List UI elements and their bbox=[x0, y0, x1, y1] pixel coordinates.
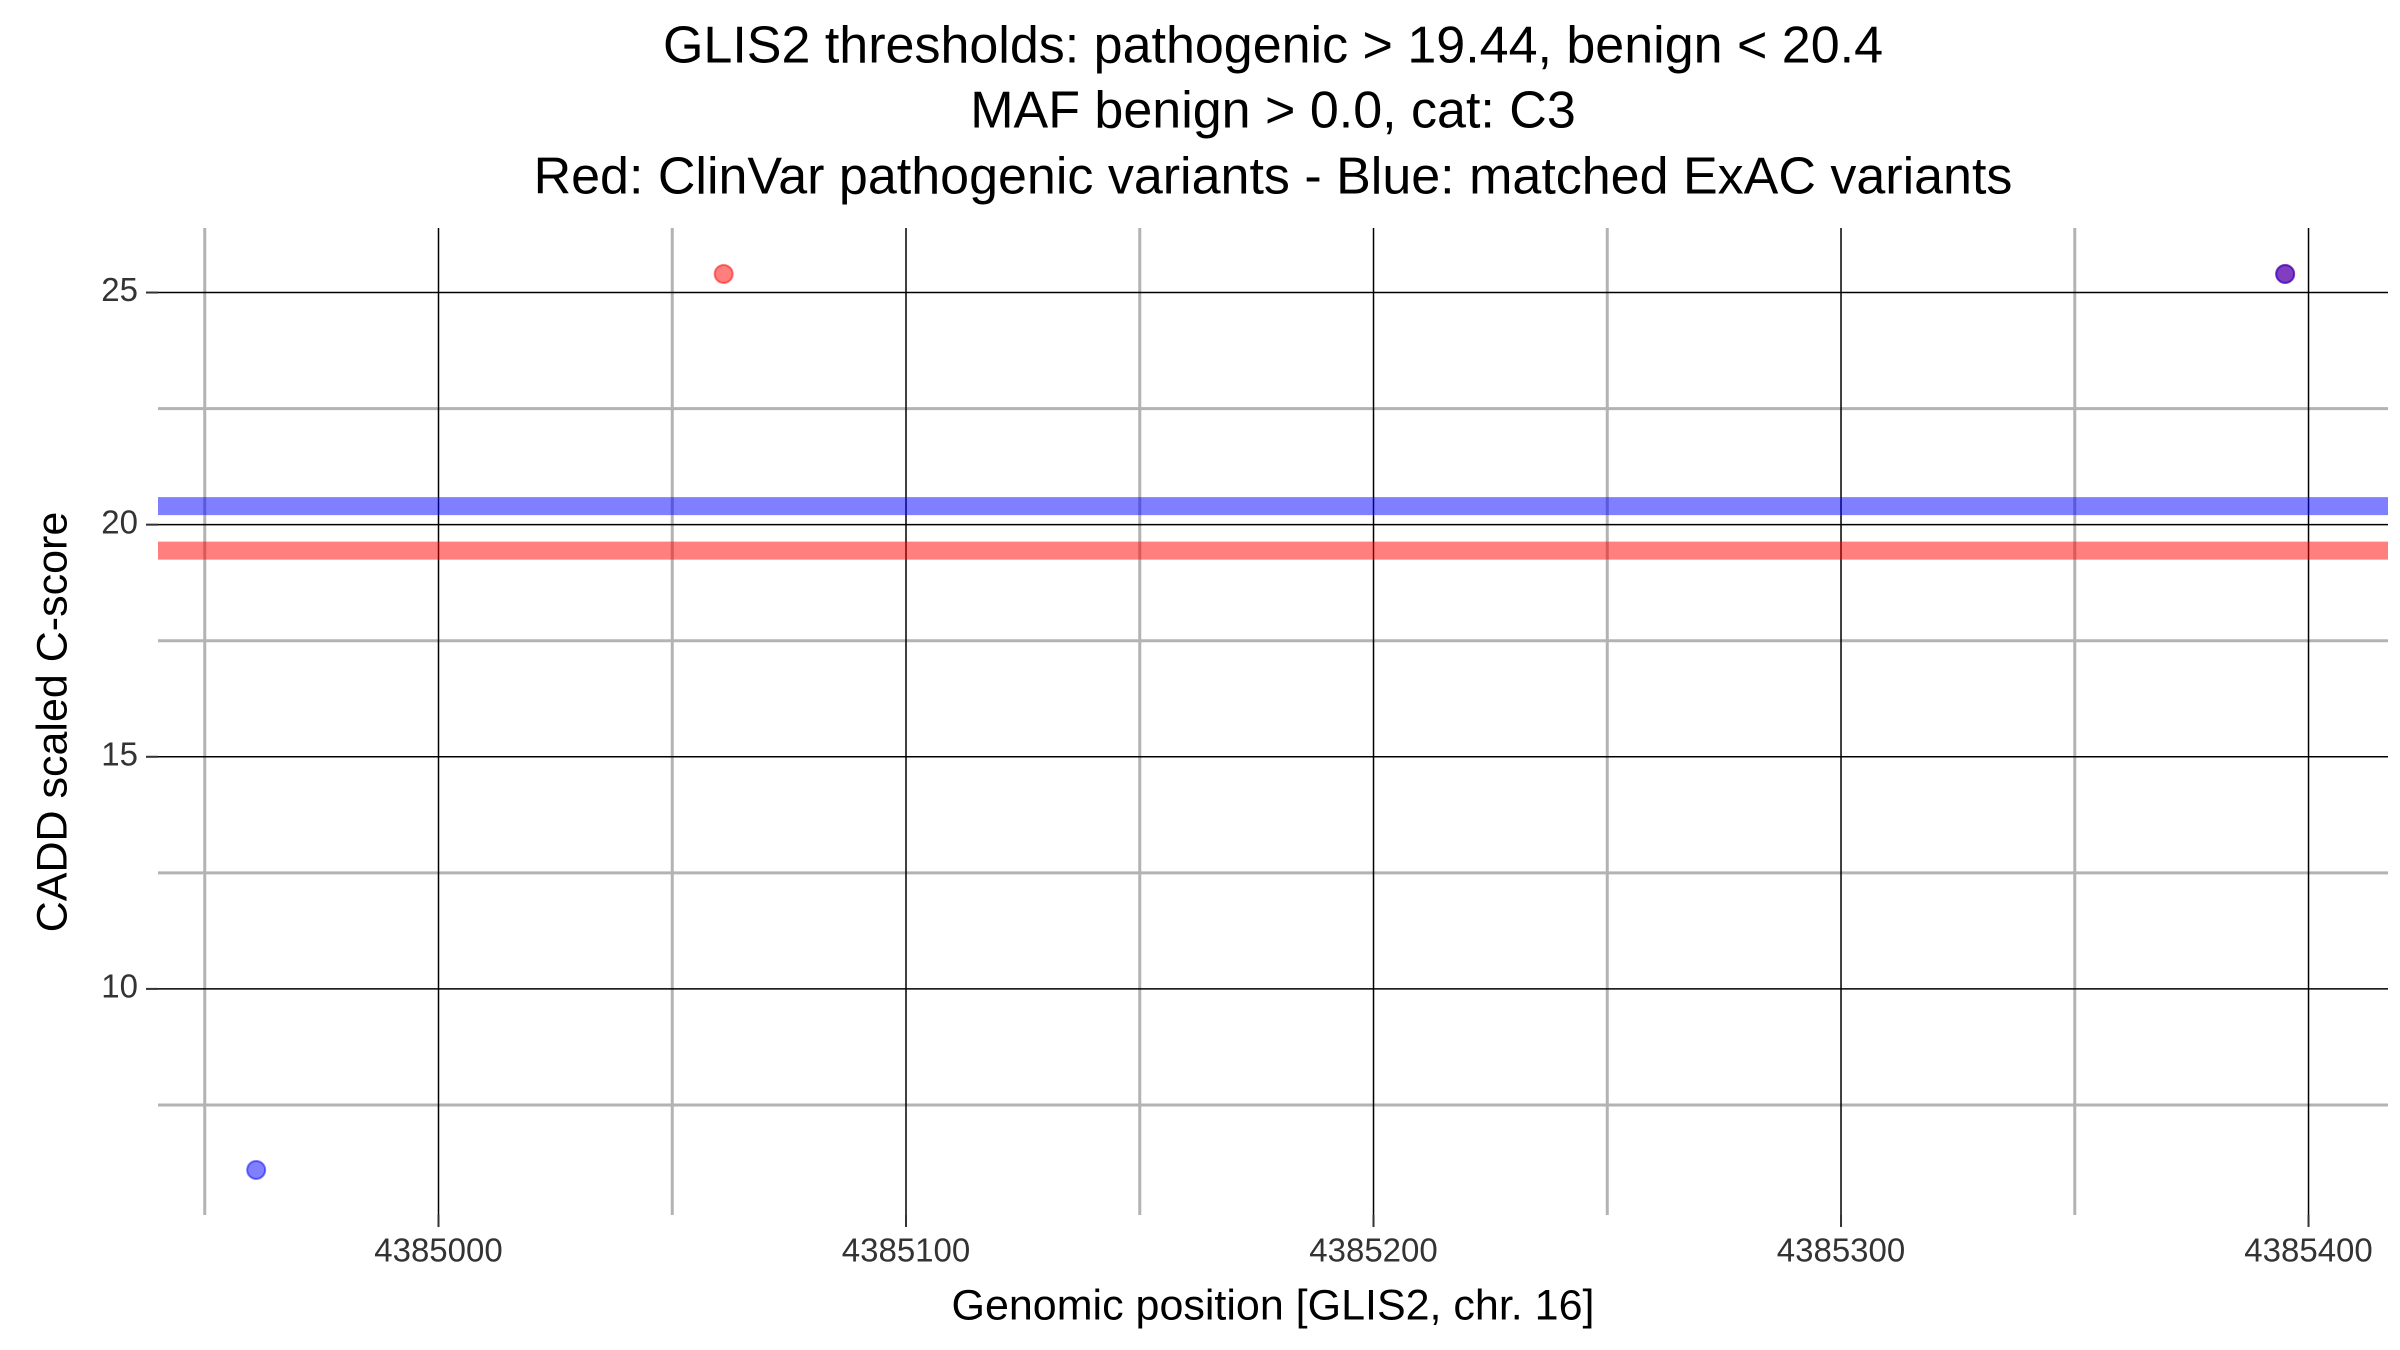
x-tick-label: 4385100 bbox=[842, 1232, 970, 1269]
x-tick-label: 4385200 bbox=[1309, 1232, 1437, 1269]
point bbox=[2275, 263, 2296, 284]
y-tick-label: 25 bbox=[101, 271, 138, 308]
y-tick-label: 15 bbox=[101, 736, 138, 773]
chart-title: GLIS2 thresholds: pathogenic > 19.44, be… bbox=[663, 17, 1883, 75]
x-axis-label: Genomic position [GLIS2, chr. 16] bbox=[952, 1281, 1595, 1329]
point bbox=[713, 263, 734, 284]
chart-subtitle: MAF benign > 0.0, cat: C3 bbox=[970, 82, 1576, 140]
y-tick-label: 10 bbox=[101, 968, 138, 1005]
y-tick-label: 20 bbox=[101, 503, 138, 540]
y-axis-label: CADD scaled C-score bbox=[28, 512, 76, 933]
x-tick-label: 4385000 bbox=[374, 1232, 502, 1269]
chart-subtitle: Red: ClinVar pathogenic variants - Blue:… bbox=[534, 148, 2013, 206]
x-tick-label: 4385300 bbox=[1777, 1232, 1905, 1269]
x-tick-label: 4385400 bbox=[2244, 1232, 2372, 1269]
point bbox=[246, 1159, 267, 1180]
